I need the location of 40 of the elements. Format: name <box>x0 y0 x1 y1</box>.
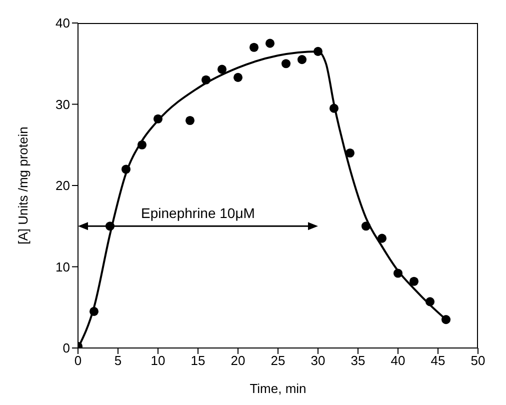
point <box>201 75 211 84</box>
point <box>297 55 307 64</box>
point <box>329 104 339 113</box>
point <box>345 148 355 158</box>
point <box>185 116 195 126</box>
x-tick-label: 45 <box>430 353 446 368</box>
x-tick-label: 0 <box>74 353 82 368</box>
y-tick-label: 0 <box>62 340 70 356</box>
x-tick-label: 30 <box>310 353 326 368</box>
point <box>137 140 147 150</box>
point <box>89 306 99 316</box>
point <box>249 42 259 52</box>
y-tick-label: 40 <box>56 16 70 31</box>
y-tick-label: 10 <box>56 259 70 274</box>
x-tick-label: 20 <box>230 353 246 368</box>
x-tick-label: 10 <box>150 353 166 368</box>
point <box>233 72 243 82</box>
x-tick-label: 35 <box>350 353 366 368</box>
annotation: Epinephrine 10μM <box>141 205 255 222</box>
point <box>377 234 387 243</box>
x-axis-title: Time, min <box>250 381 306 396</box>
point <box>441 315 451 324</box>
point <box>281 59 291 68</box>
point <box>393 268 403 278</box>
x-tick-label: 50 <box>470 353 486 368</box>
x-tick-label: 5 <box>114 353 122 368</box>
point <box>265 38 275 48</box>
x-tick-label: 25 <box>270 353 286 368</box>
point <box>121 164 131 174</box>
point <box>409 276 419 286</box>
x-tick-label: 15 <box>190 353 206 368</box>
y-axis-title: [A] Units /mg protein <box>16 126 31 244</box>
point <box>361 222 371 231</box>
y-tick-label: 30 <box>56 96 70 112</box>
point <box>313 46 323 56</box>
point <box>153 114 163 124</box>
point <box>217 64 227 74</box>
x-tick-label: 40 <box>390 353 406 368</box>
y-tick-label: 20 <box>56 178 70 194</box>
point <box>425 297 435 306</box>
